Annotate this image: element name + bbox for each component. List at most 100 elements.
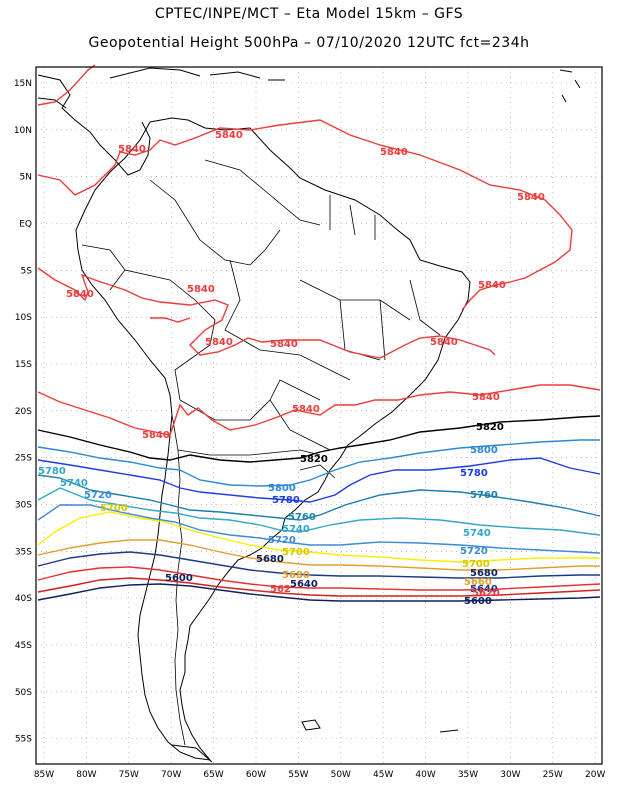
lon-label: 50W [331, 770, 351, 780]
contour-5840-south [37, 384, 601, 436]
label-5820: 5820 [476, 422, 504, 433]
label-5680: 5680 [256, 554, 284, 565]
brazil-interior-states [299, 279, 441, 361]
lat-label: 40S [15, 594, 32, 604]
label-5720: 5720 [460, 546, 488, 557]
label-5780: 5780 [38, 466, 66, 477]
argentina-north-border [177, 449, 321, 456]
label-5700: 5700 [282, 547, 310, 558]
label-5680: 5680 [470, 568, 498, 579]
lat-label: 10S [15, 313, 32, 323]
lat-label: 5N [20, 173, 32, 183]
hispaniola-coast [209, 71, 261, 79]
label-5780: 5780 [460, 468, 488, 479]
label-5680: 5680 [282, 570, 310, 581]
uruguay-border [299, 464, 336, 479]
contour-5820 [37, 415, 601, 463]
lon-label: 55W [288, 770, 308, 780]
lon-label: 65W [203, 770, 223, 780]
label-5840: 5840 [118, 144, 146, 155]
label-5840: 5840 [187, 284, 215, 295]
lat-label: 50S [15, 688, 32, 698]
lat-label: 20S [15, 407, 32, 417]
label-5840: 5840 [270, 339, 298, 350]
label-5640: 5640 [470, 584, 498, 595]
contour-5800 [37, 439, 600, 487]
ecuador-border [81, 244, 126, 291]
lon-label: 35W [458, 770, 478, 780]
brazil-west-border [224, 259, 351, 381]
bolivia-border [174, 369, 321, 421]
label-5840: 5840 [66, 289, 94, 300]
contour-5780 [37, 457, 601, 503]
label-5800: 5800 [268, 483, 296, 494]
map-subtitle: Geopotential Height 500hPa – 07/10/2020 … [88, 35, 530, 51]
label-5760: 5760 [288, 512, 316, 523]
label-5700: 5700 [462, 559, 490, 570]
label-5740: 5740 [463, 528, 491, 539]
contour-5740 [37, 487, 601, 536]
contour-5700 [37, 511, 600, 563]
lat-label: 55S [15, 735, 32, 745]
contour-5600 [37, 583, 601, 602]
contour-5640 [37, 566, 601, 591]
lat-label: 25S [15, 454, 32, 464]
label-5740: 5740 [282, 524, 310, 535]
contour-5840-west-loop [37, 267, 496, 359]
label-5820: 5820 [300, 454, 328, 465]
contour-lines [37, 64, 601, 602]
label-5620: 5620 [472, 588, 500, 599]
map-title: CPTEC/INPE/MCT – Eta Model 15km – GFS [154, 6, 464, 22]
label-5840: 5840 [205, 337, 233, 348]
south-georgia [439, 729, 459, 733]
yucatan-coast [37, 97, 67, 109]
label-5740: 5740 [60, 478, 88, 489]
label-5780: 5780 [272, 495, 300, 506]
label-5600: 5600 [464, 596, 492, 607]
contour-labels: 5840 5840 5840 5840 5840 5840 5840 5840 … [38, 130, 545, 607]
label-5840: 5840 [517, 192, 545, 203]
contour-5840-caribbean [37, 64, 96, 106]
guianas-border [329, 195, 376, 240]
coastlines [37, 67, 581, 763]
lat-label: 15N [14, 79, 32, 89]
central-america-coast [37, 74, 151, 176]
label-5720: 5720 [84, 490, 112, 501]
lon-label: 60W [246, 770, 266, 780]
lon-label: 30W [500, 770, 520, 780]
label-5640: 5640 [290, 579, 318, 590]
lat-label: 30S [15, 500, 32, 510]
lesser-antilles [559, 69, 581, 103]
lat-label: 10N [14, 126, 32, 136]
lon-label: 40W [415, 770, 435, 780]
label-5840: 5840 [142, 430, 170, 441]
label-5840: 5840 [430, 337, 458, 348]
colombia-border [149, 179, 281, 266]
label-5700: 5700 [100, 503, 128, 514]
label-5840: 5840 [292, 404, 320, 415]
lon-label: 70W [161, 770, 181, 780]
longitude-labels: 85W 80W 75W 70W 65W 60W 55W 50W 45W 40W 35W 30W 25W 2… [34, 770, 606, 780]
lon-label: 45W [373, 770, 393, 780]
lat-label: 5S [21, 266, 33, 276]
lat-label: 15S [15, 360, 32, 370]
lon-label: 85W [34, 770, 54, 780]
lat-label: EQ [19, 219, 32, 229]
label-5840: 5840 [478, 280, 506, 291]
map-frame [35, 66, 603, 765]
cuba-coast [109, 67, 201, 79]
contour-5840-north [37, 119, 573, 311]
lon-label: 80W [76, 770, 96, 780]
venezuela-border [204, 159, 321, 226]
grid [36, 67, 602, 764]
label-5840: 5840 [472, 392, 500, 403]
south-america-coast [75, 117, 471, 761]
lon-label: 25W [543, 770, 563, 780]
contour-5660 [37, 551, 600, 579]
contour-5840-inner [150, 317, 191, 323]
country-borders [81, 159, 441, 746]
falkland-islands [301, 719, 321, 731]
label-5600: 5600 [165, 573, 193, 584]
tierra-del-fuego [171, 744, 213, 763]
